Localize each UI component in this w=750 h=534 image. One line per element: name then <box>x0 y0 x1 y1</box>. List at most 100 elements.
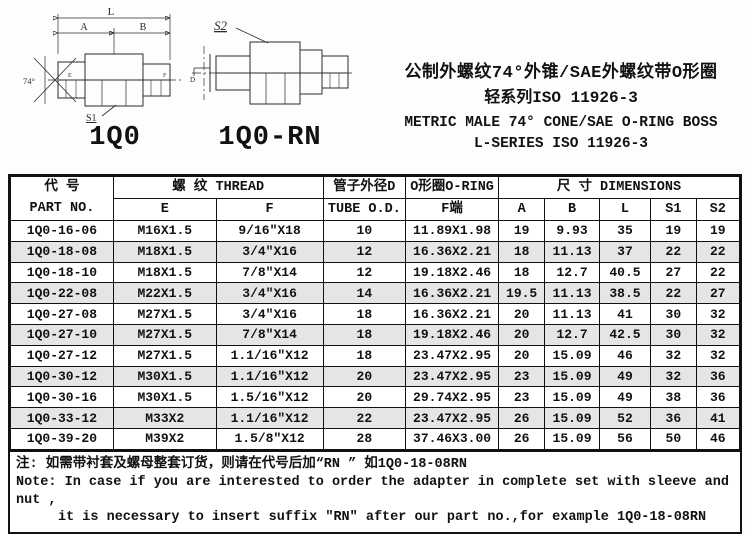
cell: 15.09 <box>544 407 600 429</box>
table-row: 1Q0-30-16 M30X1.5 1.5/16″X12 20 29.74X2.95 23… <box>10 386 741 409</box>
spec-sheet: 代 号 PART NO. 螺 纹 THREAD 管子外径D O形圈O-RING … <box>8 174 742 534</box>
cell: 11.13 <box>544 282 600 305</box>
table-body: 1Q0-16-06 M16X1.5 9/16″X18 10 11.89X1.98 19 9.… <box>10 220 741 450</box>
note-english-line1: Note: In case if you are interested to o… <box>16 474 729 508</box>
cell: 26 <box>497 407 546 429</box>
cell: 12.7 <box>544 323 600 346</box>
title-english-line2: L-SERIES ISO 11926-3 <box>473 135 649 152</box>
cell: 37 <box>598 240 652 263</box>
label-S2: S2 <box>214 18 228 33</box>
cell: 19.18X2.46 <box>405 261 499 284</box>
spec-table: 代 号 PART NO. 螺 纹 THREAD 管子外径D O形圈O-RING … <box>10 176 741 450</box>
header-dim-a: A <box>497 198 546 221</box>
cell: 11.13 <box>544 240 600 263</box>
order-notes: 注: 如需带衬套及螺母整套订货，则请在代号后加“RN ” 如1Q0-18-08R… <box>10 449 740 532</box>
label-F: F <box>163 73 167 79</box>
header-thread-e: E <box>112 198 217 221</box>
cell: 46 <box>695 427 741 450</box>
note-chinese: 注: 如需带衬套及螺母整套订货，则请在代号后加“RN ” 如1Q0-18-08R… <box>16 456 467 472</box>
title-chinese-line1: 公制外螺纹74°外锥/SAE外螺纹带O形圈 <box>404 64 718 83</box>
cell: 7/8″X14 <box>215 323 324 346</box>
cell: 38.5 <box>598 282 652 305</box>
cell: 11.89X1.98 <box>405 220 499 242</box>
cell: 36 <box>695 365 741 388</box>
cell: 3/4″X16 <box>215 240 324 263</box>
cell: 15.09 <box>544 427 600 450</box>
cell: 18 <box>322 303 407 325</box>
cell: 46 <box>598 344 652 367</box>
nut <box>249 41 301 105</box>
cell: 23.47X2.95 <box>405 365 499 388</box>
header-oring-f: F端 <box>405 198 499 221</box>
fitting-drawing-1q0-rn: D S2 <box>190 18 352 105</box>
cell: 38 <box>650 386 697 409</box>
label-B: B <box>140 22 147 33</box>
male-end <box>299 49 349 95</box>
cell: 3/4″X16 <box>215 282 324 305</box>
cell: 36 <box>695 386 741 409</box>
cell: 12 <box>322 261 407 284</box>
cell: 1.1/16″X12 <box>215 407 324 429</box>
cell: 1Q0-22-08 <box>10 282 114 305</box>
cell: 1.1/16″X12 <box>215 365 324 388</box>
cell: 1Q0-18-10 <box>10 261 114 284</box>
cell: M27X1.5 <box>112 344 217 367</box>
cell: 22 <box>650 282 697 305</box>
header-oring-cn: O形圈O-RING <box>405 176 499 199</box>
header-dimensions: 尺 寸 DIMENSIONS <box>497 176 741 199</box>
cell: M33X2 <box>112 407 217 429</box>
note-english-line2: it is necessary to insert suffix ″RN″ af… <box>58 510 707 526</box>
header-tube-cn: 管子外径D <box>322 176 407 199</box>
header-part-no: 代 号 PART NO. <box>10 176 114 221</box>
cell: 32 <box>650 365 697 388</box>
cell: 19.18X2.46 <box>405 323 499 346</box>
header-dim-s1: S1 <box>650 198 697 221</box>
cell: 26 <box>497 427 546 450</box>
table-row: 1Q0-18-10 M18X1.5 7/8″X14 12 19.18X2.46 18 12.… <box>10 261 741 284</box>
cell: 23.47X2.95 <box>405 407 499 429</box>
cell: 20 <box>322 365 407 388</box>
cell: 18 <box>322 323 407 346</box>
cell: M18X1.5 <box>112 240 217 263</box>
cell: 15.09 <box>544 344 600 367</box>
label-S1: S1 <box>86 113 97 124</box>
cell: 49 <box>598 365 652 388</box>
cell: 30 <box>650 303 697 325</box>
cell: 1Q0-27-12 <box>10 344 114 367</box>
title-english-line1: METRIC MALE 74° CONE/SAE O-RING BOSS <box>404 114 718 131</box>
header-thread-f: F <box>215 198 324 221</box>
cell: 52 <box>598 407 652 429</box>
cell: 9.93 <box>544 220 600 242</box>
cell: 9/16″X18 <box>215 220 324 242</box>
cell: M16X1.5 <box>112 220 217 242</box>
cell: 22 <box>322 407 407 429</box>
s2-callout: S2 <box>214 18 269 44</box>
cell: 1Q0-27-08 <box>10 303 114 325</box>
table-row: 1Q0-22-08 M22X1.5 3/4″X16 14 16.36X2.21 19.5 1… <box>10 282 741 305</box>
cell: M27X1.5 <box>112 323 217 346</box>
title-chinese-line2: 轻系列ISO 11926-3 <box>484 88 638 107</box>
cell: 16.36X2.21 <box>405 240 499 263</box>
cell: 10 <box>322 220 407 242</box>
table-row: 1Q0-27-12 M27X1.5 1.1/16″X12 18 23.47X2.95 20… <box>10 344 741 367</box>
cell: 1Q0-33-12 <box>10 407 114 429</box>
cell: 36 <box>650 407 697 429</box>
cell: 18 <box>322 344 407 367</box>
cell: 18 <box>497 240 546 263</box>
cell: 20 <box>322 386 407 409</box>
cell: 20 <box>497 303 546 325</box>
cell: 18 <box>497 261 546 284</box>
header-part-no-en: PART NO. <box>29 200 95 216</box>
cell: 32 <box>650 344 697 367</box>
label-D: D <box>190 76 195 84</box>
cell: 20 <box>497 323 546 346</box>
table-row: 1Q0-18-08 M18X1.5 3/4″X16 12 16.36X2.21 18 11.… <box>10 240 741 263</box>
dimension-A-B: A B <box>58 22 170 54</box>
table-row: 1Q0-30-12 M30X1.5 1.1/16″X12 20 23.47X2.95 23… <box>10 365 741 388</box>
cell: 19.5 <box>497 282 546 305</box>
cell: 1.5/16″X12 <box>215 386 324 409</box>
cell: 1.5/8″X12 <box>215 427 324 450</box>
table-row: 1Q0-39-20 M39X2 1.5/8″X12 28 37.46X3.00 26 15.… <box>10 427 741 450</box>
cell: M30X1.5 <box>112 386 217 409</box>
cell: 16.36X2.21 <box>405 303 499 325</box>
